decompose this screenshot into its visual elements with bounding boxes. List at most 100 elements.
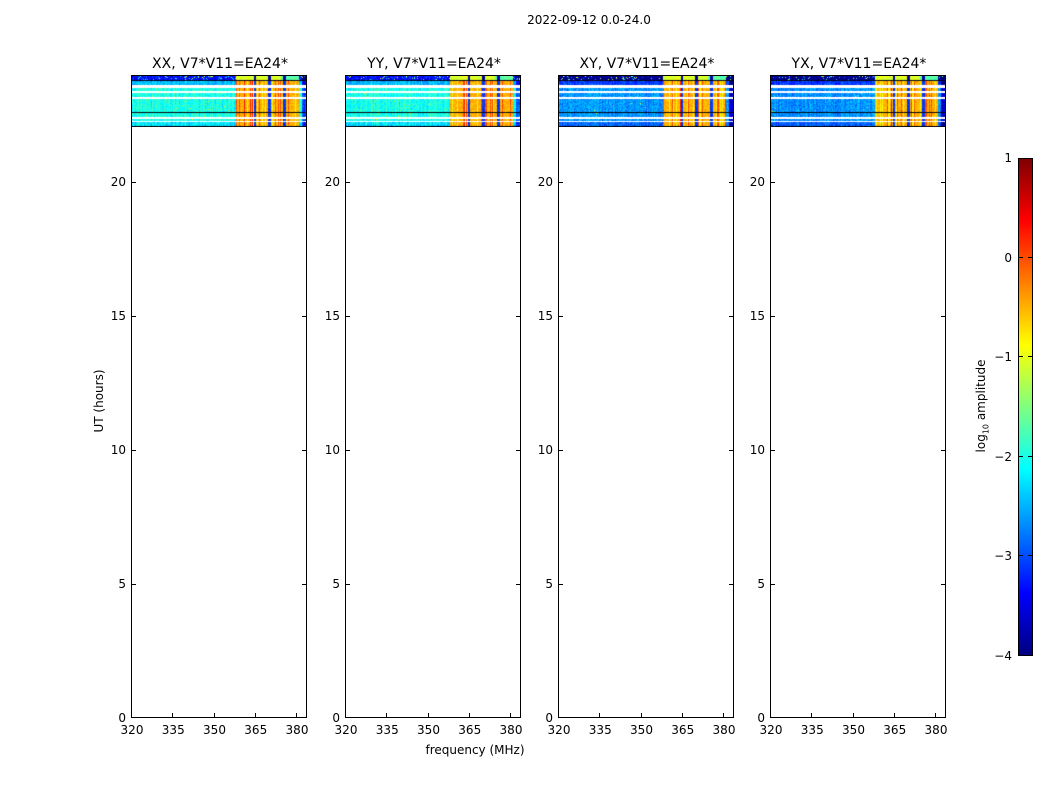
ytick-label-10: 10	[749, 443, 765, 458]
ytick-mark-right	[941, 584, 945, 586]
ytick-mark-right	[729, 316, 733, 318]
panel-xx-title: XX, V7*V11=EA24*	[152, 56, 288, 72]
ytick-label-10: 10	[324, 443, 340, 458]
ytick-label-20: 20	[537, 175, 553, 190]
colorbar-tick-label-0: 0	[1004, 250, 1012, 265]
panel-xx: XX, V7*V11=EA24* 0 5 10 15 20 320 335 350 365 380	[111, 56, 309, 737]
ytick-mark-right	[302, 182, 306, 184]
xtick-label-320: 320	[547, 723, 571, 737]
ytick-mark-right	[302, 316, 306, 318]
colorbar-tick-label--4: −4	[994, 649, 1012, 663]
spectrogram-canvas-yx	[771, 76, 945, 127]
x-axis-label: frequency (MHz)	[425, 743, 525, 757]
ytick-label-10: 10	[110, 443, 126, 458]
ytick-mark-left	[771, 450, 775, 452]
colorbar-tick-mark-right	[1028, 256, 1032, 258]
xtick-label-380: 380	[712, 723, 736, 737]
colorbar-tick-label--2: −2	[994, 449, 1012, 464]
ytick-label-15: 15	[324, 309, 340, 324]
xtick-mark	[510, 713, 511, 717]
colorbar-tick-mark-left	[1019, 555, 1023, 557]
xtick-label-365: 365	[244, 723, 268, 737]
colorbar-tick-mark-left	[1019, 256, 1023, 258]
xtick-label-350: 350	[630, 723, 653, 737]
colorbar-tick-label-1: 1	[1004, 151, 1012, 165]
ytick-label-20: 20	[324, 175, 340, 190]
spectrogram-canvas-yy	[346, 76, 520, 127]
ytick-mark-left	[346, 182, 350, 184]
ytick-mark-left	[132, 584, 136, 586]
figure-title: 2022-09-12 0.0-24.0	[527, 13, 651, 27]
ytick-mark-right	[941, 182, 945, 184]
xtick-mark	[681, 713, 683, 717]
ytick-label-20: 20	[110, 175, 126, 190]
colorbar-tick-mark-right	[1028, 555, 1032, 557]
colorbar-tick-mark-left	[1019, 356, 1023, 358]
ytick-mark-left	[346, 584, 350, 586]
xtick-mark	[296, 713, 297, 717]
ytick-mark-right	[941, 450, 945, 452]
ytick-mark-right	[729, 182, 733, 184]
ytick-label-10: 10	[537, 443, 553, 458]
ytick-mark-right	[516, 584, 520, 586]
ytick-label-5: 5	[545, 577, 553, 592]
panel-yy-title: YY, V7*V11=EA24*	[367, 56, 501, 72]
xtick-mark	[427, 713, 429, 717]
xtick-label-320: 320	[120, 723, 144, 737]
ytick-label-0: 0	[545, 711, 553, 725]
ytick-mark-left	[559, 450, 563, 452]
xtick-label-365: 365	[458, 723, 482, 737]
xtick-mark	[254, 713, 256, 717]
ytick-label-5: 5	[757, 577, 765, 592]
xtick-label-320: 320	[334, 723, 358, 737]
xtick-label-350: 350	[842, 723, 865, 737]
xtick-mark	[386, 713, 388, 717]
xtick-mark	[640, 713, 642, 717]
ytick-label-0: 0	[118, 711, 126, 725]
panel-yy: YY, V7*V11=EA24* 0 5 10 15 20 320 335 350 365 380	[325, 56, 523, 737]
colorbar-tick-mark-right	[1028, 356, 1032, 358]
ytick-mark-right	[516, 182, 520, 184]
ytick-mark-left	[346, 450, 350, 452]
ytick-mark-left	[132, 450, 136, 452]
xtick-mark	[935, 713, 936, 717]
ytick-mark-right	[302, 450, 306, 452]
ytick-mark-left	[346, 316, 350, 318]
colorbar-tick-mark-right	[1028, 455, 1032, 457]
ytick-label-0: 0	[332, 711, 340, 725]
xtick-label-380: 380	[924, 723, 948, 737]
ytick-label-5: 5	[118, 577, 126, 592]
xtick-label-350: 350	[203, 723, 226, 737]
xtick-mark	[852, 713, 854, 717]
xtick-mark	[468, 713, 470, 717]
spectrogram-canvas-xy	[559, 76, 733, 127]
ytick-mark-left	[559, 584, 563, 586]
ytick-label-0: 0	[757, 711, 765, 725]
colorbar-tick-label--1: −1	[994, 350, 1012, 365]
ytick-mark-left	[559, 316, 563, 318]
xtick-mark	[723, 713, 724, 717]
ytick-mark-right	[516, 316, 520, 318]
ytick-label-15: 15	[110, 309, 126, 324]
colorbar	[1018, 158, 1033, 656]
ytick-mark-right	[516, 450, 520, 452]
ytick-mark-right	[729, 450, 733, 452]
xtick-label-335: 335	[161, 723, 185, 737]
ytick-mark-left	[771, 316, 775, 318]
xtick-mark	[893, 713, 895, 717]
xtick-mark	[599, 713, 601, 717]
xtick-mark	[213, 713, 215, 717]
ytick-label-15: 15	[537, 309, 553, 324]
ytick-mark-left	[771, 584, 775, 586]
xtick-label-365: 365	[671, 723, 695, 737]
colorbar-tick-mark-left	[1019, 455, 1023, 457]
ytick-mark-right	[302, 584, 306, 586]
xtick-mark	[811, 713, 813, 717]
panel-xy: XY, V7*V11=EA24* 0 5 10 15 20 320 335 350 365 380	[538, 56, 736, 737]
xtick-label-380: 380	[499, 723, 523, 737]
xtick-label-335: 335	[375, 723, 399, 737]
xtick-mark	[172, 713, 174, 717]
y-axis-label: UT (hours)	[92, 369, 106, 433]
colorbar-tick-label--3: −3	[994, 549, 1012, 564]
ytick-mark-left	[132, 182, 136, 184]
